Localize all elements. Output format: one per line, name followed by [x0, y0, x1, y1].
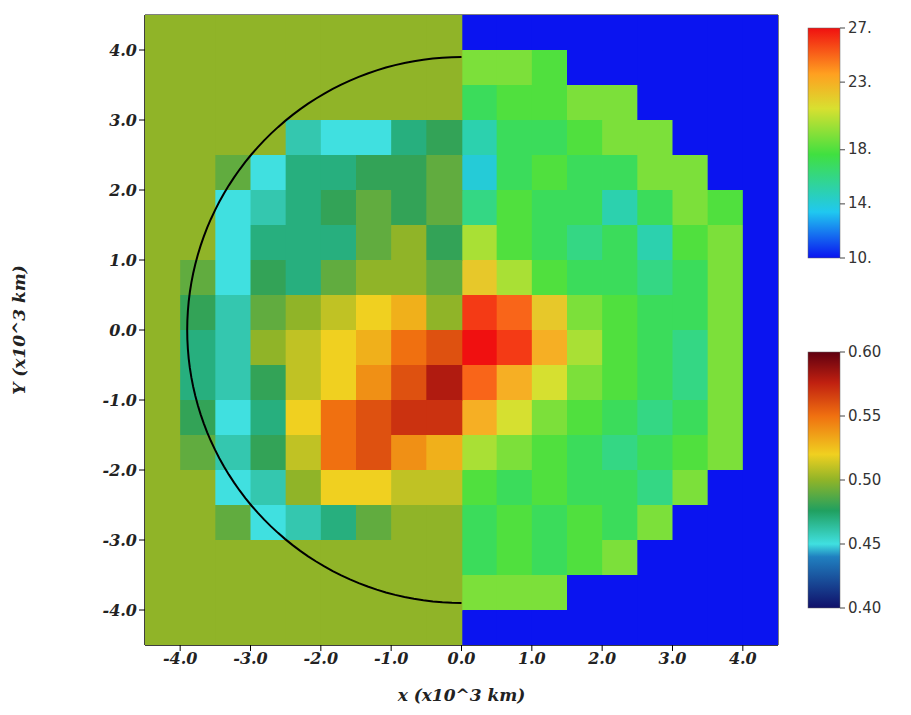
svg-text:-1.0: -1.0	[103, 391, 137, 410]
svg-text:2.0: 2.0	[587, 649, 616, 668]
svg-text:-3.0: -3.0	[233, 649, 267, 668]
svg-text:3.0: 3.0	[659, 649, 687, 668]
svg-text:0.0: 0.0	[448, 649, 476, 668]
svg-text:x (x10^3 km): x (x10^3 km)	[397, 685, 526, 705]
svg-text:Y (x10^3 km): Y (x10^3 km)	[9, 265, 29, 395]
svg-text:-2.0: -2.0	[304, 649, 338, 668]
svg-text:0.60: 0.60	[848, 343, 881, 361]
svg-text:1.0: 1.0	[109, 251, 137, 270]
svg-text:0.0: 0.0	[109, 321, 137, 340]
svg-text:23.: 23.	[848, 73, 872, 91]
svg-text:0.40: 0.40	[848, 599, 881, 617]
svg-text:-3.0: -3.0	[103, 531, 137, 550]
svg-text:1.0: 1.0	[518, 649, 546, 668]
svg-text:0.55: 0.55	[848, 407, 881, 425]
svg-text:18.: 18.	[848, 140, 872, 158]
svg-text:0.50: 0.50	[848, 471, 881, 489]
svg-text:-1.0: -1.0	[374, 649, 408, 668]
svg-text:0.45: 0.45	[848, 535, 881, 553]
svg-text:4.0: 4.0	[729, 649, 757, 668]
svg-text:-4.0: -4.0	[103, 601, 137, 620]
svg-text:4.0: 4.0	[109, 41, 137, 60]
svg-text:10.: 10.	[848, 249, 872, 267]
svg-text:14.: 14.	[848, 194, 872, 212]
svg-text:-4.0: -4.0	[163, 649, 197, 668]
svg-text:27.: 27.	[848, 19, 872, 37]
svg-text:3.0: 3.0	[109, 111, 137, 130]
svg-text:-2.0: -2.0	[103, 461, 137, 480]
svg-text:2.0: 2.0	[108, 181, 137, 200]
